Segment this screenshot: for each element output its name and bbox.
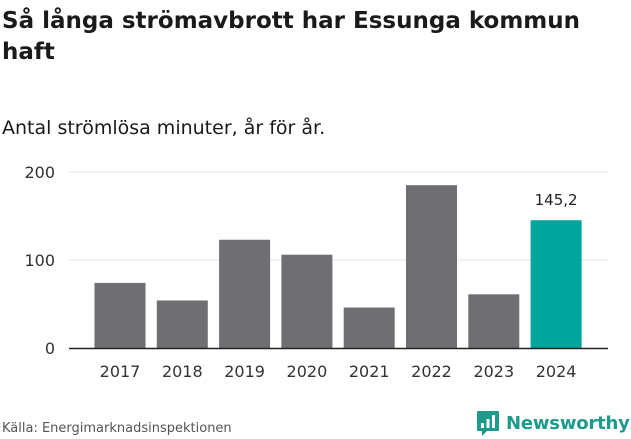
brand-name: Newsworthy <box>506 412 630 434</box>
bar-2024 <box>530 220 582 348</box>
y-tick-label: 0 <box>45 339 55 358</box>
chart-title: Så långa strömavbrott har Essunga kommun… <box>2 8 581 65</box>
source-note: Källa: Energimarknadsinspektionen <box>2 421 232 436</box>
y-tick-label: 200 <box>24 163 55 182</box>
bar-2019 <box>219 239 271 348</box>
bar-2017 <box>94 282 146 348</box>
x-tick-label: 2022 <box>411 362 452 381</box>
bar-2018 <box>156 300 208 348</box>
x-tick-label: 2024 <box>536 362 577 381</box>
x-tick-label: 2017 <box>100 362 141 381</box>
y-tick-label: 100 <box>24 251 55 270</box>
x-tick-label: 2023 <box>473 362 514 381</box>
chart-subtitle: Antal strömlösa minuter, år för år. <box>2 117 326 139</box>
bar-2022 <box>406 185 457 348</box>
brand: Newsworthy <box>476 409 630 437</box>
newsworthy-logo-icon <box>477 411 499 436</box>
x-tick-label: 2019 <box>224 362 265 381</box>
x-tick-label: 2018 <box>162 362 203 381</box>
bar-2021 <box>343 307 395 348</box>
data-label: 145,2 <box>535 191 578 209</box>
x-tick-label: 2020 <box>287 362 328 381</box>
x-tick-label: 2021 <box>349 362 390 381</box>
bar-2020 <box>281 254 333 348</box>
bar-2023 <box>468 294 520 348</box>
